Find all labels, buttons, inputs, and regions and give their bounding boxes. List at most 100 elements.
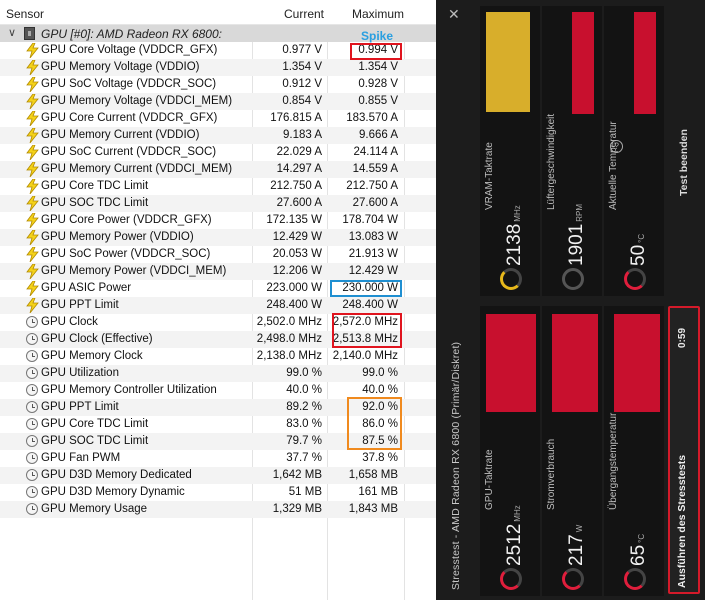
maximum-value: 21.913 W — [348, 248, 398, 260]
current-value: 1.354 V — [282, 61, 322, 73]
gauge-ring-icon — [500, 268, 522, 290]
sensor-label: GPU SOC TDC Limit — [41, 197, 149, 209]
run-stress-test-status[interactable]: 0:59 Ausführen des Stresstests — [668, 306, 700, 594]
table-row[interactable]: GPU PPT Limit 89.2 % 92.0 % — [0, 399, 436, 416]
gpu-group-row[interactable]: ∨ GPU [#0]: AMD Radeon RX 6800: — [0, 25, 436, 42]
clock-gauge-icon — [26, 384, 38, 396]
current-value: 27.600 A — [276, 197, 322, 209]
tile-value: 2512MHz — [504, 505, 526, 566]
table-row[interactable]: GPU Memory Voltage (VDDIO) 1.354 V 1.354 V — [0, 59, 436, 76]
current-value: 14.297 A — [276, 163, 322, 175]
maximum-value: 27.600 A — [352, 197, 398, 209]
voltage-bolt-icon — [26, 229, 39, 246]
tile-value-unit: °C — [637, 233, 646, 243]
maximum-value: 13.083 W — [348, 231, 398, 243]
run-stress-test-label: Ausführen des Stresstests — [676, 454, 688, 588]
tile-value-unit: MHz — [513, 205, 522, 222]
sensor-label: GPU Memory Current (VDDCI_MEM) — [41, 163, 233, 175]
table-row[interactable]: GPU Memory Power (VDDIO) 12.429 W 13.083 W — [0, 229, 436, 246]
maximum-value: 1,843 MB — [348, 503, 398, 515]
sensor-label: GPU Clock — [41, 316, 98, 328]
current-value: 99.0 % — [286, 367, 322, 379]
current-value: 83.0 % — [286, 418, 322, 430]
column-header-sensor[interactable]: Sensor — [6, 7, 45, 21]
maximum-value: 1,658 MB — [348, 469, 398, 481]
stress-tile: Stromverbrauch 217W — [542, 306, 602, 596]
maximum-value: 183.570 A — [346, 112, 398, 124]
table-row[interactable]: GPU Memory Current (VDDIO) 9.183 A 9.666 A — [0, 127, 436, 144]
table-row[interactable]: GPU Core TDC Limit 83.0 % 86.0 % — [0, 416, 436, 433]
sensor-label: GPU SoC Voltage (VDDCR_SOC) — [41, 78, 217, 90]
current-value: 37.7 % — [286, 452, 322, 464]
sensor-rows: GPU Core Voltage (VDDCR_GFX) 0.977 V 0.994… — [0, 42, 436, 518]
table-row[interactable]: GPU Memory Clock 2,138.0 MHz 2,140.0 MHz — [0, 348, 436, 365]
tile-value-number: 2512 — [504, 523, 525, 566]
sensor-label: GPU Memory Power (VDDCI_MEM) — [41, 265, 227, 277]
sensor-label: GPU PPT Limit — [41, 299, 119, 311]
clock-gauge-icon — [26, 469, 38, 481]
current-value: 0.912 V — [282, 78, 322, 90]
table-row[interactable]: GPU PPT Limit 248.400 W 248.400 W — [0, 297, 436, 314]
current-value: 40.0 % — [286, 384, 322, 396]
gauge-ring-icon — [562, 568, 584, 590]
maximum-value: 92.0 % — [362, 401, 398, 413]
table-row[interactable]: GPU Memory Power (VDDCI_MEM) 12.206 W 12.4… — [0, 263, 436, 280]
sensor-label: GPU Core Voltage (VDDCR_GFX) — [41, 44, 218, 56]
table-row[interactable]: GPU Core Current (VDDCR_GFX) 176.815 A 183… — [0, 110, 436, 127]
tile-value-unit: W — [575, 524, 584, 533]
table-row[interactable]: GPU SOC TDC Limit 79.7 % 87.5 % — [0, 433, 436, 450]
table-row[interactable]: GPU Utilization 99.0 % 99.0 % — [0, 365, 436, 382]
end-test-button[interactable]: Test beenden — [668, 6, 702, 296]
sensor-label: GPU SoC Power (VDDCR_SOC) — [41, 248, 211, 260]
table-row[interactable]: GPU Fan PWM 37.7 % 37.8 % — [0, 450, 436, 467]
column-header-current[interactable]: Current — [284, 7, 325, 21]
table-row[interactable]: GPU D3D Memory Dynamic 51 MB 161 MB — [0, 484, 436, 501]
current-value: 2,498.0 MHz — [256, 333, 322, 345]
maximum-value: 37.8 % — [362, 452, 398, 464]
tile-value-unit: MHz — [513, 505, 522, 522]
table-row[interactable]: GPU Core TDC Limit 212.750 A 212.750 A — [0, 178, 436, 195]
table-row[interactable]: GPU SoC Current (VDDCR_SOC) 22.029 A 24.11… — [0, 144, 436, 161]
table-row[interactable]: GPU Clock (Effective) 2,498.0 MHz 2,513.8 … — [0, 331, 436, 348]
maximum-value: 230.000 W — [342, 282, 398, 294]
maximum-value: 99.0 % — [362, 367, 398, 379]
tile-value-number: 50 — [628, 244, 649, 266]
voltage-bolt-icon — [26, 42, 39, 59]
table-row[interactable]: GPU ASIC Power 223.000 W 230.000 W — [0, 280, 436, 297]
clock-gauge-icon — [26, 418, 38, 430]
table-row[interactable]: GPU Memory Voltage (VDDCI_MEM) 0.854 V 0.8… — [0, 93, 436, 110]
table-row[interactable]: GPU Clock 2,502.0 MHz 2,572.0 MHz — [0, 314, 436, 331]
current-value: 212.750 A — [270, 180, 322, 192]
spike-annotation: Spike — [361, 29, 394, 43]
column-header-maximum[interactable]: Maximum — [352, 7, 405, 21]
help-icon[interactable]: ? — [610, 140, 623, 153]
chevron-down-icon[interactable]: ∨ — [8, 27, 17, 39]
sensor-label: GPU D3D Memory Dynamic — [41, 486, 185, 498]
maximum-value: 24.114 A — [353, 146, 398, 158]
table-row[interactable]: GPU Core Voltage (VDDCR_GFX) 0.977 V 0.994… — [0, 42, 436, 59]
stress-tile: Übergangstemperatur 65°C — [604, 306, 664, 596]
table-row[interactable]: GPU SoC Voltage (VDDCR_SOC) 0.912 V 0.928 … — [0, 76, 436, 93]
gpu-group-label: GPU [#0]: AMD Radeon RX 6800: — [41, 27, 222, 41]
history-bar — [572, 12, 594, 114]
table-row[interactable]: GPU SoC Power (VDDCR_SOC) 20.053 W 21.913 … — [0, 246, 436, 263]
table-row[interactable]: GPU Memory Current (VDDCI_MEM) 14.297 A 14… — [0, 161, 436, 178]
history-bar — [634, 12, 656, 114]
tile-value-unit: RPM — [575, 203, 584, 222]
maximum-value: 87.5 % — [362, 435, 398, 447]
table-row[interactable]: GPU Memory Controller Utilization 40.0 % 4… — [0, 382, 436, 399]
current-value: 20.053 W — [272, 248, 322, 260]
tile-value: 65°C — [628, 534, 650, 566]
current-value: 176.815 A — [270, 112, 322, 124]
table-row[interactable]: GPU SOC TDC Limit 27.600 A 27.600 A — [0, 195, 436, 212]
gauge-ring-icon — [562, 268, 584, 290]
table-row[interactable]: GPU Memory Usage 1,329 MB 1,843 MB — [0, 501, 436, 518]
maximum-value: 1.354 V — [358, 61, 398, 73]
table-row[interactable]: GPU Core Power (VDDCR_GFX) 172.135 W 178.7… — [0, 212, 436, 229]
clock-gauge-icon — [26, 333, 38, 345]
sensor-label: GPU Core TDC Limit — [41, 180, 149, 192]
tile-value-number: 1901 — [566, 223, 587, 266]
voltage-bolt-icon — [26, 144, 39, 161]
close-icon[interactable]: ✕ — [448, 6, 460, 22]
table-row[interactable]: GPU D3D Memory Dedicated 1,642 MB 1,658 MB — [0, 467, 436, 484]
